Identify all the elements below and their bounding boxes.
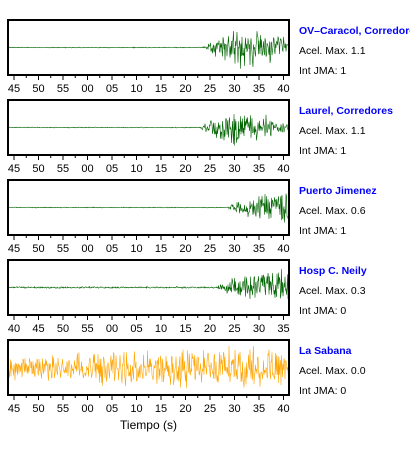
x-tick-label: 00 <box>106 323 118 335</box>
x-tick-label: 50 <box>32 403 44 415</box>
x-tick-label: 05 <box>130 323 142 335</box>
x-tick-label: 25 <box>204 83 216 95</box>
jma-intensity-label: Int JMA: 0 <box>299 305 346 317</box>
x-tick-label: 55 <box>57 243 69 255</box>
seismogram-panel: 45 50 55 00 05 10 15 20 25 30 35 40 La Sabana Acel. M… <box>7 339 366 432</box>
seismogram-trace <box>8 268 289 300</box>
x-tick-label: 10 <box>130 83 142 95</box>
x-tick-label: 50 <box>32 163 44 175</box>
x-tick-label: 05 <box>106 403 118 415</box>
x-axis-label: Tiempo (s) <box>120 418 177 432</box>
station-title: Puerto Jimenez <box>299 185 377 197</box>
x-tick-label: 35 <box>253 83 265 95</box>
x-tick-label: 20 <box>204 323 216 335</box>
x-tick-label: 35 <box>253 163 265 175</box>
seismogram-trace <box>8 114 289 146</box>
x-tick-label: 55 <box>57 163 69 175</box>
x-tick-label: 50 <box>57 323 69 335</box>
seismogram-panel: 45 50 55 00 05 10 15 20 25 30 35 40 Laurel, Corredor… <box>7 99 393 175</box>
x-tick-label: 00 <box>81 243 93 255</box>
x-tick-label: 20 <box>179 163 191 175</box>
seismogram-panel: 45 50 55 00 05 10 15 20 25 30 35 40 Puerto Jimenez Ac… <box>7 179 377 255</box>
x-tick-label: 20 <box>179 403 191 415</box>
x-tick-label: 15 <box>155 403 167 415</box>
x-tick-label: 25 <box>228 323 240 335</box>
x-tick-label: 30 <box>228 403 240 415</box>
x-tick-label: 30 <box>228 243 240 255</box>
x-tick-label: 35 <box>253 243 265 255</box>
station-title: OV–Caracol, Corredore <box>299 25 410 37</box>
jma-intensity-label: Int JMA: 1 <box>299 65 346 77</box>
x-tick-label: 05 <box>106 163 118 175</box>
x-tick-label: 25 <box>204 243 216 255</box>
x-tick-label: 25 <box>204 403 216 415</box>
x-tick-label: 35 <box>253 403 265 415</box>
x-tick-label: 55 <box>81 323 93 335</box>
x-tick-label: 40 <box>277 83 289 95</box>
max-acceleration-label: Acel. Max. 0.0 <box>299 365 366 377</box>
x-tick-label: 00 <box>81 83 93 95</box>
x-tick-label: 40 <box>277 403 289 415</box>
x-tick-label: 30 <box>253 323 265 335</box>
x-tick-label: 45 <box>32 323 44 335</box>
x-tick-label: 20 <box>179 243 191 255</box>
x-tick-label: 00 <box>81 403 93 415</box>
station-title: La Sabana <box>299 345 352 357</box>
x-tick-label: 05 <box>106 83 118 95</box>
seismogram-trace <box>8 193 289 223</box>
x-tick-label: 10 <box>130 163 142 175</box>
x-tick-label: 15 <box>155 83 167 95</box>
station-title: Laurel, Corredores <box>299 105 393 117</box>
jma-intensity-label: Int JMA: 1 <box>299 145 346 157</box>
x-tick-label: 15 <box>179 323 191 335</box>
max-acceleration-label: Acel. Max. 1.1 <box>299 125 366 137</box>
x-tick-label: 05 <box>106 243 118 255</box>
x-tick-label: 40 <box>277 243 289 255</box>
x-tick-label: 50 <box>32 243 44 255</box>
x-tick-label: 40 <box>8 323 20 335</box>
x-tick-label: 20 <box>179 83 191 95</box>
jma-intensity-label: Int JMA: 1 <box>299 225 346 237</box>
x-tick-label: 45 <box>8 403 20 415</box>
x-tick-label: 00 <box>81 163 93 175</box>
x-tick-label: 10 <box>155 323 167 335</box>
x-tick-label: 35 <box>277 323 289 335</box>
x-tick-label: 30 <box>228 163 240 175</box>
max-acceleration-label: Acel. Max. 0.3 <box>299 285 366 297</box>
station-title: Hosp C. Neily <box>299 265 367 277</box>
x-tick-label: 15 <box>155 163 167 175</box>
x-tick-label: 55 <box>57 403 69 415</box>
seismogram-panel: 45 50 55 00 05 10 15 20 25 30 35 40 OV–Caracol, Corr… <box>7 19 410 95</box>
x-tick-label: 45 <box>8 243 20 255</box>
x-tick-label: 10 <box>130 243 142 255</box>
x-tick-label: 45 <box>8 83 20 95</box>
x-tick-label: 40 <box>277 163 289 175</box>
x-tick-label: 10 <box>130 403 142 415</box>
x-tick-label: 55 <box>57 83 69 95</box>
max-acceleration-label: Acel. Max. 0.6 <box>299 205 366 217</box>
x-tick-label: 30 <box>228 83 240 95</box>
x-tick-label: 50 <box>32 83 44 95</box>
x-tick-label: 45 <box>8 163 20 175</box>
seismogram-trace <box>8 30 289 69</box>
x-tick-label: 25 <box>204 163 216 175</box>
max-acceleration-label: Acel. Max. 1.1 <box>299 45 366 57</box>
seismogram-trace <box>8 345 289 389</box>
seismogram-panel: 40 45 50 55 00 05 10 15 20 25 30 35 Hosp C. Neily Ace… <box>7 259 367 335</box>
jma-intensity-label: Int JMA: 0 <box>299 385 346 397</box>
x-tick-label: 15 <box>155 243 167 255</box>
